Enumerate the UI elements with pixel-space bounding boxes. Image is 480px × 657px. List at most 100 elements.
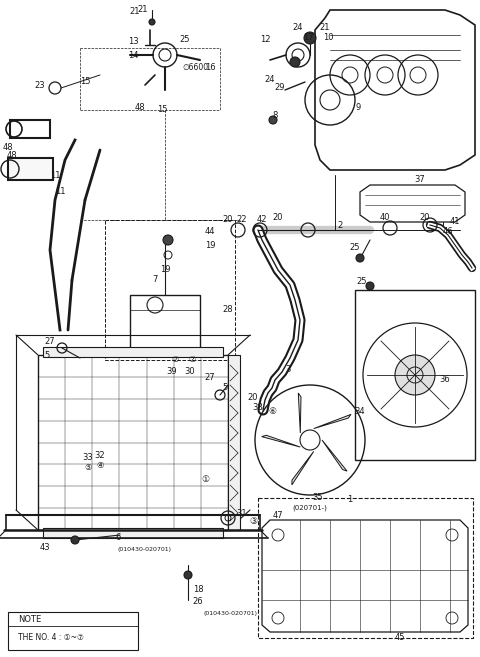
Text: (020701-): (020701-) bbox=[293, 505, 327, 511]
Text: ①: ① bbox=[201, 476, 209, 484]
Text: 18: 18 bbox=[192, 585, 204, 595]
Text: 11: 11 bbox=[50, 171, 60, 179]
Text: 15: 15 bbox=[80, 78, 90, 87]
Text: 27: 27 bbox=[45, 338, 55, 346]
Circle shape bbox=[269, 116, 277, 124]
Text: 34: 34 bbox=[355, 407, 365, 417]
Circle shape bbox=[395, 355, 435, 395]
Polygon shape bbox=[314, 415, 351, 428]
Text: ⑥: ⑥ bbox=[268, 407, 276, 417]
Text: ⑦: ⑦ bbox=[171, 355, 179, 365]
Text: 48: 48 bbox=[7, 150, 17, 160]
Text: 47: 47 bbox=[273, 512, 283, 520]
Text: 19: 19 bbox=[160, 265, 170, 275]
Text: ②: ② bbox=[188, 355, 196, 365]
Text: 5: 5 bbox=[222, 384, 228, 392]
Polygon shape bbox=[292, 451, 314, 485]
Text: ∅6600: ∅6600 bbox=[182, 64, 208, 72]
Circle shape bbox=[163, 235, 173, 245]
Bar bbox=[228, 355, 240, 530]
Polygon shape bbox=[298, 393, 301, 433]
Text: 21: 21 bbox=[130, 7, 140, 16]
Text: 26: 26 bbox=[192, 597, 204, 606]
Text: 39: 39 bbox=[167, 367, 177, 376]
Text: 25: 25 bbox=[357, 277, 367, 286]
Text: 33: 33 bbox=[83, 453, 94, 463]
Text: 21: 21 bbox=[138, 5, 148, 14]
Text: 37: 37 bbox=[415, 175, 425, 185]
Text: 42: 42 bbox=[257, 215, 267, 225]
Text: 3: 3 bbox=[285, 365, 291, 374]
Circle shape bbox=[184, 571, 192, 579]
Text: 20: 20 bbox=[223, 215, 233, 225]
Text: 38: 38 bbox=[252, 403, 264, 413]
Text: 10: 10 bbox=[323, 34, 333, 43]
Text: 48: 48 bbox=[3, 143, 13, 152]
Text: 43: 43 bbox=[40, 543, 50, 553]
Text: 9: 9 bbox=[355, 104, 360, 112]
Bar bbox=[10, 120, 50, 138]
Polygon shape bbox=[262, 435, 300, 447]
Text: 8: 8 bbox=[272, 110, 278, 120]
Text: 12: 12 bbox=[260, 35, 270, 45]
Text: 28: 28 bbox=[223, 306, 233, 315]
Text: 24: 24 bbox=[293, 24, 303, 32]
Circle shape bbox=[356, 254, 364, 262]
Circle shape bbox=[290, 57, 300, 67]
Text: 19: 19 bbox=[205, 240, 215, 250]
Text: 36: 36 bbox=[440, 376, 450, 384]
Text: 11: 11 bbox=[55, 187, 65, 196]
Bar bbox=[355, 290, 475, 460]
Bar bbox=[8, 158, 53, 180]
Text: 24: 24 bbox=[265, 76, 275, 85]
Text: 5: 5 bbox=[44, 350, 49, 359]
Text: 45: 45 bbox=[395, 633, 405, 643]
Bar bbox=[43, 347, 223, 357]
Bar bbox=[43, 528, 223, 538]
Text: 1: 1 bbox=[348, 495, 353, 505]
Text: 35: 35 bbox=[312, 493, 324, 503]
Circle shape bbox=[304, 32, 316, 44]
Text: 2: 2 bbox=[337, 221, 343, 229]
Text: ③: ③ bbox=[249, 518, 257, 526]
Circle shape bbox=[71, 536, 79, 544]
Text: THE NO. 4 : ①~⑦: THE NO. 4 : ①~⑦ bbox=[18, 633, 84, 643]
Text: (010430-020701): (010430-020701) bbox=[118, 547, 172, 553]
Text: 25: 25 bbox=[350, 244, 360, 252]
Text: 16: 16 bbox=[204, 64, 216, 72]
Text: 21: 21 bbox=[320, 24, 330, 32]
Text: 20: 20 bbox=[248, 394, 258, 403]
Text: ⑤: ⑤ bbox=[84, 463, 92, 472]
Bar bbox=[105, 220, 235, 360]
Text: 22: 22 bbox=[237, 215, 247, 225]
Text: 27: 27 bbox=[204, 373, 216, 382]
Text: 29: 29 bbox=[275, 83, 285, 93]
Circle shape bbox=[366, 282, 374, 290]
Text: 15: 15 bbox=[157, 106, 167, 114]
Text: 25: 25 bbox=[180, 35, 190, 45]
Polygon shape bbox=[322, 440, 347, 471]
Text: 7: 7 bbox=[152, 275, 158, 284]
Text: 23: 23 bbox=[35, 81, 45, 89]
Text: 44: 44 bbox=[205, 227, 215, 237]
Text: ④: ④ bbox=[96, 461, 104, 470]
Text: 46: 46 bbox=[443, 227, 453, 237]
Text: 17: 17 bbox=[303, 34, 313, 43]
Text: 20: 20 bbox=[420, 214, 430, 223]
Text: 14: 14 bbox=[128, 51, 138, 60]
Text: 32: 32 bbox=[95, 451, 105, 459]
Text: 30: 30 bbox=[185, 367, 195, 376]
Text: 20: 20 bbox=[273, 214, 283, 223]
Bar bbox=[38, 355, 228, 530]
Circle shape bbox=[149, 19, 155, 25]
Bar bbox=[258, 498, 473, 638]
Text: (010430-020701): (010430-020701) bbox=[203, 612, 257, 616]
Text: 48: 48 bbox=[135, 104, 145, 112]
Text: NOTE: NOTE bbox=[18, 614, 41, 623]
Bar bbox=[130, 295, 200, 350]
Bar bbox=[8, 612, 138, 650]
Text: 6: 6 bbox=[115, 533, 120, 543]
Text: 40: 40 bbox=[380, 214, 390, 223]
Text: 31: 31 bbox=[237, 509, 247, 518]
Text: 41: 41 bbox=[450, 217, 460, 227]
